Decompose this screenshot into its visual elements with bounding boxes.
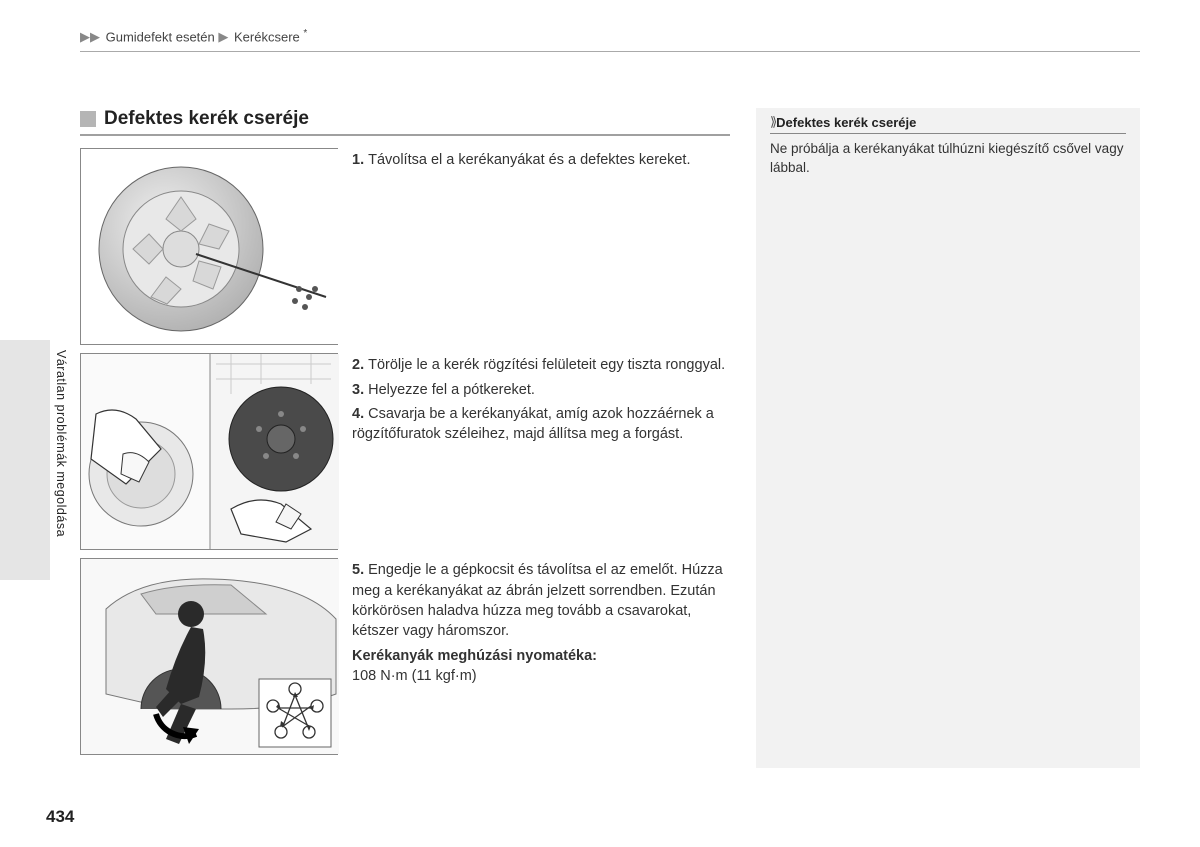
breadcrumb: ▶▶ Gumidefekt esetén ▶ Kerékcsere * <box>80 28 1140 52</box>
figure-clean-mount <box>80 353 338 550</box>
step-item: 3.Helyezze fel a pótkereket. <box>352 380 730 400</box>
step-item: 5.Engedje le a gépkocsit és távolítsa el… <box>352 560 730 641</box>
torque-value: 108 N·m (11 kgf·m) <box>352 666 730 686</box>
sidebar-body: Ne próbálja a kerékanyákat túlhúzni kieg… <box>770 140 1126 178</box>
footnote-star-icon: * <box>303 28 307 39</box>
section-title: Defektes kerék cseréje <box>80 108 730 136</box>
figure-remove-lugnuts <box>80 148 338 345</box>
step-item: 1.Távolítsa el a kerékanyákat és a defek… <box>352 150 730 170</box>
step-item: 2.Törölje le a kerék rögzítési felületei… <box>352 355 730 375</box>
step-item: 4.Csavarja be a kerékanyákat, amíg azok … <box>352 404 730 445</box>
sidebar-heading: Defektes kerék cseréje <box>776 115 916 130</box>
sidebar-chevron-icon: ⟩⟩ <box>770 114 774 130</box>
figure-tighten-sequence <box>80 558 338 755</box>
breadcrumb-arrow-icon: ▶ <box>218 29 228 44</box>
section-bullet-icon <box>80 111 96 127</box>
section-title-text: Defektes kerék cseréje <box>104 108 309 130</box>
page-number: 434 <box>46 807 74 827</box>
sidebar-note: ⟩⟩ Defektes kerék cseréje Ne próbálja a … <box>756 108 1140 768</box>
torque-label: Kerékanyák meghúzási nyomatéka: <box>352 646 730 666</box>
breadcrumb-level1: Gumidefekt esetén <box>106 29 215 44</box>
breadcrumb-level2: Kerékcsere <box>234 29 300 44</box>
breadcrumb-arrow-icon: ▶▶ <box>80 29 100 44</box>
